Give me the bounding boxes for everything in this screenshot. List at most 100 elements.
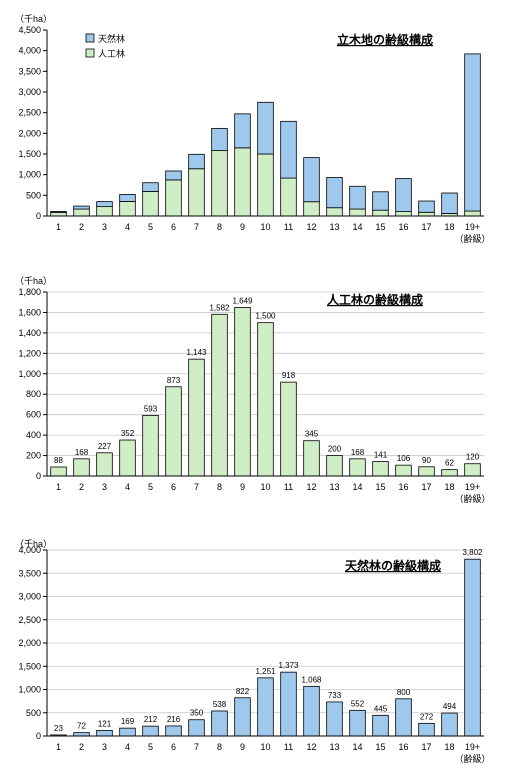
bar-planted — [234, 147, 251, 217]
y-tick-label: 200 — [26, 451, 41, 461]
y-tick-label: 4,500 — [18, 25, 41, 35]
bar — [119, 439, 136, 477]
x-tick-label: 1 — [56, 482, 61, 492]
stacked-age-class-chart: 0 500 1,000 1,500 2,000 2,500 3,000 3,500 4,000 4… — [15, 14, 491, 244]
bar — [142, 725, 159, 737]
bar-planted — [464, 210, 481, 217]
x-tick-label: 6 — [171, 222, 176, 232]
x-tick-label: 3 — [102, 742, 107, 752]
bar — [142, 414, 159, 477]
bar — [211, 313, 228, 477]
y-unit-label: （千ha） — [15, 276, 52, 286]
y-tick-label: 1,500 — [18, 149, 41, 159]
data-label: 1,373 — [278, 661, 299, 670]
y-tick-label: 400 — [26, 430, 41, 440]
bar — [303, 440, 320, 477]
x-tick-label: 3 — [102, 482, 107, 492]
bar-planted — [96, 206, 113, 217]
data-label: 272 — [420, 712, 434, 721]
x-tick-label: 10 — [260, 482, 270, 492]
x-tick-label: 19+ — [465, 222, 480, 232]
data-label: 1,068 — [301, 675, 322, 684]
legend-swatch — [85, 33, 95, 43]
bar-natural — [349, 185, 366, 210]
y-tick-label: 3,000 — [18, 592, 41, 602]
data-label: 1,251 — [255, 667, 276, 676]
bar-planted — [73, 208, 90, 217]
x-tick-label: 12 — [306, 482, 316, 492]
x-tick-label: 7 — [194, 222, 199, 232]
data-label: 23 — [54, 724, 63, 733]
data-label: 168 — [351, 448, 365, 457]
bar-planted — [280, 177, 297, 217]
bar — [234, 697, 251, 737]
x-tick-label: 8 — [217, 222, 222, 232]
bar-planted — [50, 211, 67, 217]
bar — [326, 701, 343, 737]
x-axis-note: （齢級） — [454, 753, 490, 764]
x-tick-label: 19+ — [465, 742, 480, 752]
bar-planted — [303, 201, 320, 217]
data-label: 90 — [422, 456, 431, 465]
bar-natural — [464, 53, 481, 212]
x-tick-label: 4 — [125, 482, 130, 492]
bar-natural — [73, 205, 90, 210]
bar — [395, 464, 412, 477]
data-label: 62 — [445, 459, 454, 468]
x-tick-label: 6 — [171, 482, 176, 492]
y-tick-label: 3,500 — [18, 66, 41, 76]
x-tick-label: 16 — [398, 482, 408, 492]
x-tick-label: 2 — [79, 742, 84, 752]
bar-natural — [96, 201, 113, 208]
bar — [50, 466, 67, 477]
y-tick-label: 3,000 — [18, 87, 41, 97]
data-label: 593 — [144, 404, 158, 413]
x-tick-label: 16 — [398, 742, 408, 752]
data-label: 169 — [121, 717, 135, 726]
x-tick-label: 15 — [375, 742, 385, 752]
bar — [372, 461, 389, 477]
bar — [165, 386, 182, 477]
y-tick-label: 0 — [36, 731, 41, 741]
bar — [73, 732, 90, 737]
bar — [395, 698, 412, 737]
bar-planted — [211, 150, 228, 217]
bar-natural — [50, 211, 67, 213]
bar — [96, 729, 113, 737]
legend-label: 天然林 — [98, 33, 125, 44]
bar — [257, 677, 274, 737]
y-tick-label: 2,500 — [18, 108, 41, 118]
x-tick-label: 17 — [421, 482, 431, 492]
data-label: 822 — [236, 687, 250, 696]
bar — [280, 381, 297, 477]
y-tick-label: 2,000 — [18, 128, 41, 138]
x-tick-label: 9 — [240, 482, 245, 492]
x-tick-label: 1 — [56, 222, 61, 232]
data-label: 1,582 — [209, 303, 230, 312]
legend-swatch — [85, 48, 95, 58]
x-tick-label: 8 — [217, 742, 222, 752]
bar-natural — [372, 191, 389, 211]
chart-title: 立木地の齢級構成 — [337, 32, 433, 47]
bar — [303, 685, 320, 737]
data-label: 106 — [397, 454, 411, 463]
x-tick-label: 5 — [148, 742, 153, 752]
data-label: 200 — [328, 445, 342, 454]
x-tick-label: 6 — [171, 742, 176, 752]
legend-label: 人工林 — [98, 48, 125, 59]
data-label: 445 — [374, 704, 388, 713]
x-tick-label: 10 — [260, 742, 270, 752]
bar-natural — [303, 157, 320, 203]
data-label: 88 — [54, 456, 63, 465]
bar-natural — [165, 170, 182, 181]
bar — [280, 671, 297, 737]
bar — [326, 455, 343, 477]
bar-natural — [257, 101, 274, 155]
x-tick-label: 19+ — [465, 482, 480, 492]
y-tick-label: 2,000 — [18, 638, 41, 648]
x-tick-label: 8 — [217, 482, 222, 492]
data-label: 552 — [351, 699, 365, 708]
bar-planted — [188, 168, 205, 217]
x-tick-label: 18 — [444, 742, 454, 752]
x-tick-label: 12 — [306, 742, 316, 752]
